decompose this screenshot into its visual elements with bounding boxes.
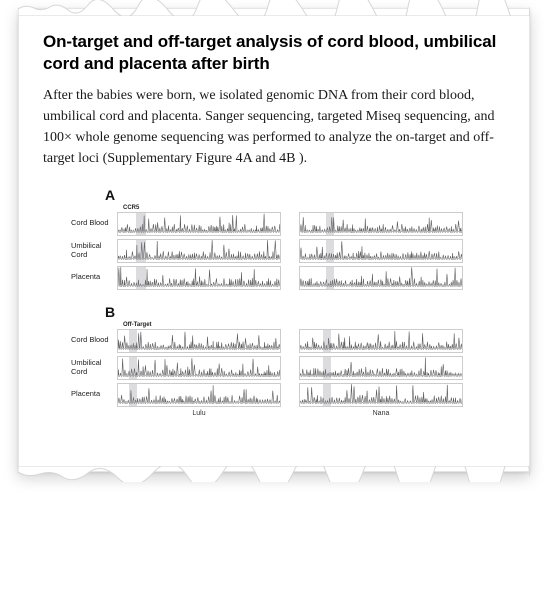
- panel-b-header-label: Off-Target: [123, 322, 499, 328]
- body-paragraph: After the babies were born, we isolated …: [43, 85, 505, 169]
- target-highlight: [326, 240, 334, 262]
- panel-letter-b: B: [105, 304, 499, 320]
- sample-label-nana: Nana: [299, 410, 463, 417]
- target-highlight: [323, 357, 331, 379]
- row-label: Placenta: [71, 390, 111, 398]
- chromatogram: [117, 383, 281, 407]
- panel-letter-a: A: [105, 187, 499, 203]
- panel-a-row-placenta: Placenta: [71, 266, 499, 290]
- target-highlight: [323, 330, 331, 352]
- paper-page: On-target and off-target analysis of cor…: [18, 8, 530, 472]
- chromatogram: [117, 212, 281, 236]
- chromatogram: [117, 329, 281, 353]
- target-highlight: [323, 384, 331, 406]
- chromatogram: [117, 239, 281, 263]
- chromatogram: [299, 266, 463, 290]
- torn-edge-top: [18, 0, 530, 16]
- panel-a-row-umbilical-cord: Umbilical Cord: [71, 239, 499, 263]
- panel-a-header-label: CCR5: [123, 205, 499, 211]
- panel-a-row-cord-blood: Cord Blood: [71, 212, 499, 236]
- target-highlight: [326, 213, 334, 235]
- row-label: Placenta: [71, 273, 111, 281]
- row-label: Cord Blood: [71, 219, 111, 227]
- chromatogram: [299, 329, 463, 353]
- target-highlight: [136, 213, 146, 235]
- panel-b-row-placenta: Placenta: [71, 383, 499, 407]
- figure-panel-a: A CCR5 Cord Blood Umbilical Cord: [71, 187, 499, 290]
- row-label: Umbilical Cord: [71, 359, 111, 376]
- section-title: On-target and off-target analysis of cor…: [43, 31, 505, 75]
- figure-panel-b: B Off-Target Cord Blood Umbilical Cord: [71, 304, 499, 417]
- sample-label-lulu: Lulu: [117, 410, 281, 417]
- chromatogram: [299, 212, 463, 236]
- chromatogram: [117, 356, 281, 380]
- target-highlight: [326, 267, 334, 289]
- torn-edge-bottom: [18, 466, 530, 482]
- chromatogram: [299, 356, 463, 380]
- panel-b-row-umbilical-cord: Umbilical Cord: [71, 356, 499, 380]
- chromatogram: [117, 266, 281, 290]
- target-highlight: [129, 330, 137, 352]
- target-highlight: [129, 384, 137, 406]
- target-highlight: [129, 357, 137, 379]
- panel-b-sample-labels: Lulu Nana: [117, 410, 499, 417]
- panel-b-row-cord-blood: Cord Blood: [71, 329, 499, 353]
- row-label: Cord Blood: [71, 336, 111, 344]
- chromatogram: [299, 383, 463, 407]
- row-label: Umbilical Cord: [71, 242, 111, 259]
- target-highlight: [136, 267, 146, 289]
- target-highlight: [136, 240, 146, 262]
- chromatogram: [299, 239, 463, 263]
